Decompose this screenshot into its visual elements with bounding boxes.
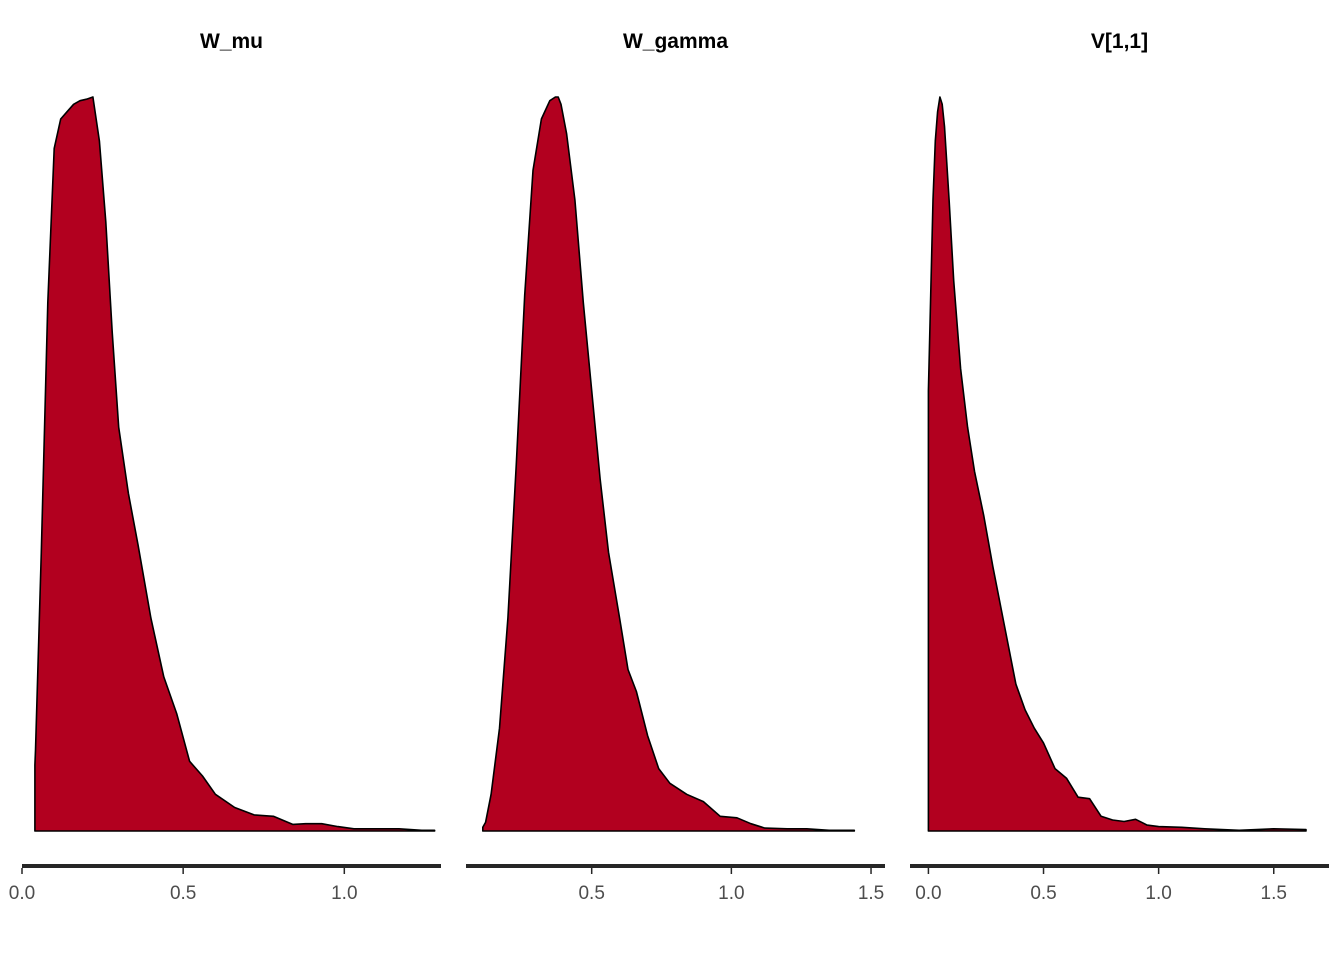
panel-title-1: W_mu <box>200 30 263 53</box>
x-tick-label-3-4: 1.5 <box>1261 883 1287 904</box>
x-tick-label-2-2: 1.0 <box>718 883 744 904</box>
density-area-3 <box>927 96 1307 832</box>
panel-title-2: W_gamma <box>623 30 728 53</box>
x-tick-label-3-2: 0.5 <box>1030 883 1056 904</box>
x-tick-label-1-3: 1.0 <box>331 883 357 904</box>
density-area-1 <box>34 96 436 832</box>
density-area-2 <box>482 96 856 832</box>
x-tick-label-3-1: 0.0 <box>915 883 941 904</box>
panel-2: W_gamma 0.5 1.0 1.5 <box>466 30 885 904</box>
panel-title-3: V[1,1] <box>1091 30 1148 53</box>
x-tick-label-2-1: 0.5 <box>578 883 604 904</box>
panel-3: V[1,1] 0.0 0.5 1.0 1.5 <box>910 30 1329 904</box>
x-tick-label-2-3: 1.5 <box>858 883 884 904</box>
x-tick-label-3-3: 1.0 <box>1145 883 1171 904</box>
panel-1: W_mu 0.0 0.5 1.0 <box>9 30 441 904</box>
x-tick-label-1-1: 0.0 <box>9 883 35 904</box>
x-tick-label-1-2: 0.5 <box>170 883 196 904</box>
